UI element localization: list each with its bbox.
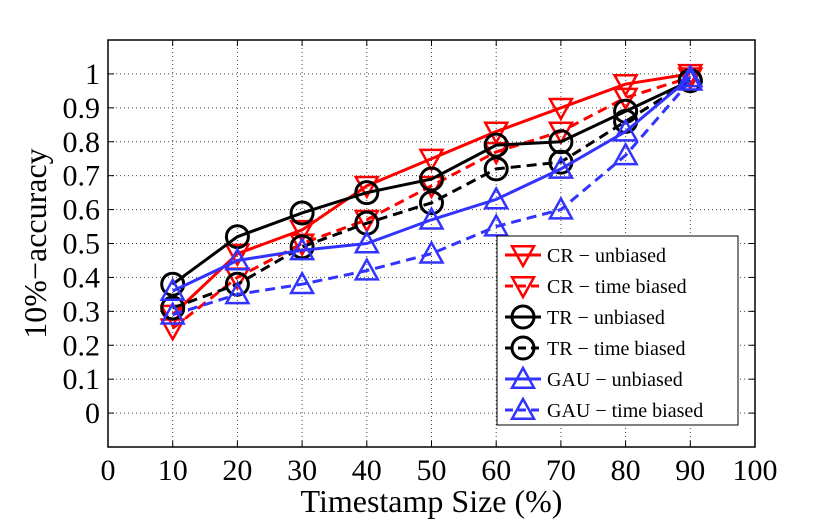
data-point — [483, 156, 509, 182]
data-point — [289, 200, 315, 226]
data-point — [612, 74, 639, 98]
x-tick-label: 30 — [287, 454, 317, 487]
y-tick-label: 1 — [85, 58, 100, 91]
data-point — [224, 246, 251, 271]
data-point — [677, 63, 704, 88]
data-point — [483, 132, 509, 158]
axis-ticks: 0 10 20 30 40 50 60 70 80 90 10000.10.20.30.40.50.… — [63, 40, 778, 487]
legend-item: TR − time biased — [505, 335, 685, 361]
y-tick-label: 0.1 — [63, 363, 101, 396]
legend-marker — [510, 304, 536, 330]
series-line — [171, 72, 691, 316]
x-tick-label: 60 — [481, 454, 511, 487]
data-point — [612, 118, 639, 142]
legend-label: CR − unbiased — [547, 245, 666, 267]
legend: CR − unbiased CR − time biased TR − unbias… — [496, 235, 739, 426]
series-line — [172, 79, 692, 317]
data-point — [353, 229, 380, 254]
data-point — [160, 295, 186, 321]
data-point — [612, 87, 639, 112]
data-point — [483, 212, 510, 237]
data-point — [677, 67, 704, 91]
y-tick-label: 0.9 — [63, 92, 101, 125]
series-line — [171, 79, 691, 286]
data-point — [159, 301, 186, 325]
series-line — [172, 79, 692, 310]
legend-item: CR − unbiased — [505, 244, 666, 269]
x-tick-label: 90 — [675, 454, 705, 487]
data-point — [547, 196, 575, 220]
data-point — [288, 236, 316, 261]
series-line — [172, 76, 692, 293]
data-point — [288, 219, 316, 244]
x-tick-label: 10 — [158, 454, 188, 487]
y-tick-label: 0.5 — [63, 228, 101, 261]
data-point — [354, 180, 380, 206]
legend-box — [496, 235, 739, 426]
data-point — [224, 243, 251, 268]
x-tick-label: 20 — [222, 454, 252, 487]
y-tick-label: 0.8 — [63, 126, 101, 159]
legend-label: GAU − unbiased — [547, 369, 683, 391]
data-point — [547, 155, 575, 179]
y-tick-label: 0.2 — [63, 329, 101, 362]
legend-marker — [509, 275, 537, 300]
y-tick-label: 0 — [85, 397, 100, 430]
data-point — [418, 148, 445, 173]
series-layer — [159, 63, 704, 342]
x-tick-label: 50 — [417, 454, 447, 487]
series-3 — [160, 68, 703, 297]
x-tick-label: 70 — [546, 454, 576, 487]
x-tick-label: 40 — [352, 454, 382, 487]
legend-label: GAU − time biased — [547, 400, 703, 422]
legend-marker — [509, 244, 537, 269]
series-6 — [159, 67, 704, 325]
data-point — [547, 97, 575, 122]
data-point — [288, 270, 316, 295]
y-tick-label: 0.3 — [63, 295, 101, 328]
y-tick-label: 0.7 — [63, 160, 101, 193]
legend-marker — [509, 396, 537, 421]
legend-item: TR − unbiased — [505, 304, 665, 330]
legend-marker — [510, 335, 536, 361]
series-line — [171, 75, 691, 330]
legend-label: TR − time biased — [547, 338, 685, 360]
data-point — [418, 206, 445, 230]
legend-label: CR − time biased — [547, 276, 687, 298]
series-5 — [159, 63, 704, 302]
y-tick-label: 0.6 — [63, 194, 101, 227]
legend-item: GAU − time biased — [505, 396, 703, 422]
x-axis-title: Timestamp Size (%) — [301, 483, 563, 519]
legend-label: TR − unbiased — [547, 307, 665, 329]
data-point — [483, 121, 510, 146]
data-point — [353, 175, 380, 200]
data-point — [419, 166, 444, 192]
legend-item: GAU − unbiased — [505, 365, 683, 391]
x-tick-label: 100 — [733, 454, 778, 487]
data-point — [224, 280, 251, 305]
x-tick-label: 80 — [611, 454, 641, 487]
data-point — [612, 141, 639, 166]
data-point — [548, 129, 574, 155]
legend-marker — [509, 365, 537, 390]
x-tick-label: 0 — [101, 454, 116, 487]
data-point — [353, 257, 380, 281]
y-tick-label: 0.4 — [63, 261, 101, 294]
legend-item: CR − time biased — [505, 275, 687, 300]
data-point — [418, 240, 445, 264]
data-point — [419, 190, 444, 216]
data-point — [159, 277, 186, 302]
y-axis-title: 10%−accuracy — [17, 148, 53, 338]
data-point — [483, 185, 510, 210]
